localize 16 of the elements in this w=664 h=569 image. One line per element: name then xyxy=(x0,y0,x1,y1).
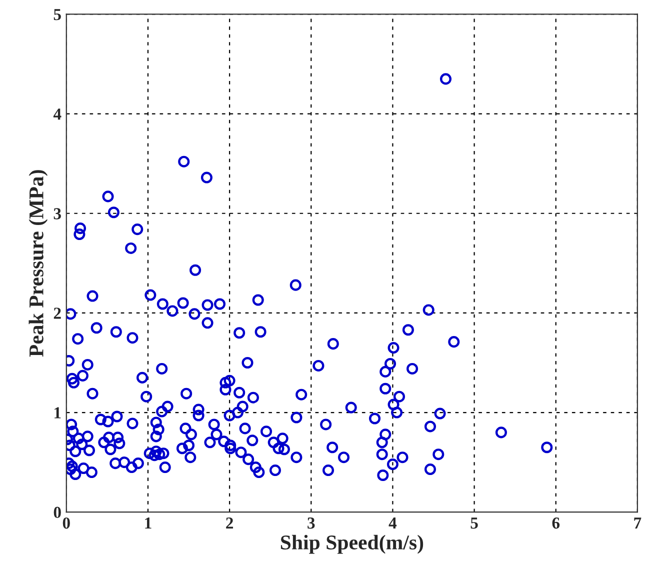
x-axis-title: Ship Speed(m/s) xyxy=(280,534,424,554)
x-tick-label: 4 xyxy=(388,518,397,529)
x-tick-label: 3 xyxy=(308,517,315,529)
y-tick-label: 2 xyxy=(54,308,61,319)
y-tick-label: 3 xyxy=(54,208,61,220)
x-tick-label: 7 xyxy=(634,518,642,529)
x-tick-label: 2 xyxy=(226,517,234,529)
y-tick-label: 5 xyxy=(54,9,61,20)
y-tick-label: 1 xyxy=(54,407,61,418)
x-tick-label: 5 xyxy=(470,518,478,529)
y-axis-title: Peak Pressure (MPa) xyxy=(28,170,48,357)
x-tick-label: 0 xyxy=(62,517,70,529)
y-tick-label: 4 xyxy=(53,108,62,120)
y-tick-label: 0 xyxy=(54,506,61,518)
x-tick-label: 6 xyxy=(552,517,560,529)
x-tick-label: 1 xyxy=(145,518,152,529)
